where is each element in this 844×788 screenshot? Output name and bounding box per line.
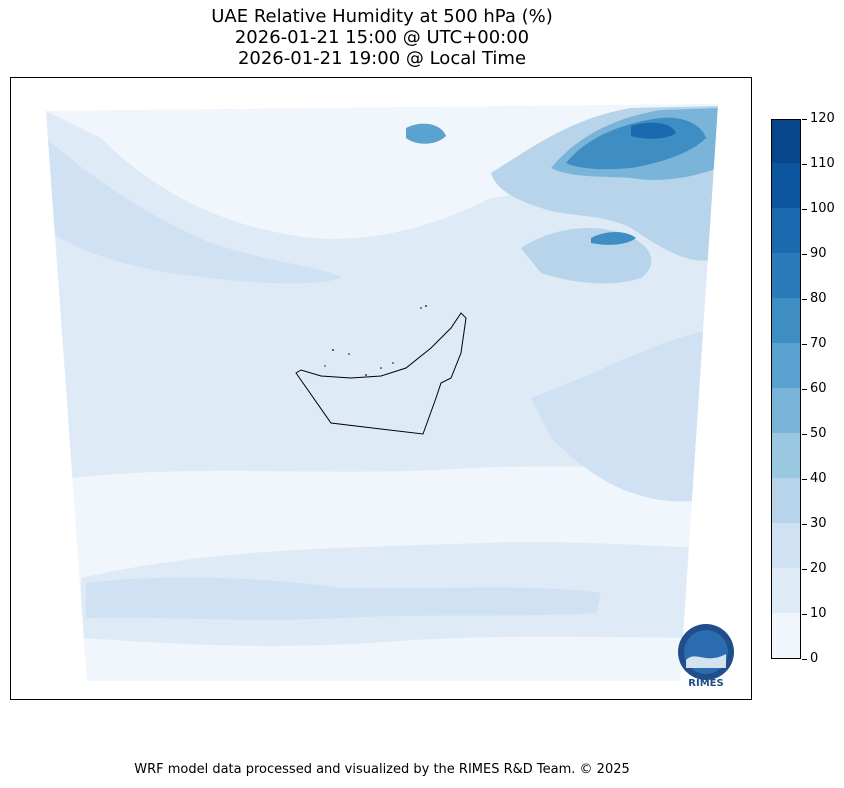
colorbar-tick [802,119,807,120]
colorbar-tick-label: 60 [810,381,827,396]
rh-band-60-70-nw [406,123,446,144]
colorbar-tick-label: 70 [810,336,827,351]
colorbar-tick [802,164,807,165]
colorbar-tick [802,344,807,345]
colorbar-tick [802,254,807,255]
colorbar-segment [772,163,800,208]
chart-title: UAE Relative Humidity at 500 hPa (%) 202… [0,6,764,69]
rimes-logo-icon: RIMES [678,624,734,689]
uae-islands [324,305,427,376]
colorbar-tick-label: 0 [810,651,819,666]
colorbar-tick-label: 90 [810,246,827,261]
colorbar-tick-label: 100 [810,201,835,216]
colorbar-tick-label: 40 [810,471,827,486]
colorbar-segment [772,478,800,523]
colorbar-tick [802,299,807,300]
map-canvas [46,104,718,681]
colorbar-segment [772,298,800,343]
map-frame: RIMES [10,77,752,700]
colorbar-segment [772,388,800,433]
colorbar-segment [772,613,800,658]
footer-credit: WRF model data processed and visualized … [134,762,630,777]
colorbar-segment [772,433,800,478]
rh-band-20-30-south [86,577,601,620]
colorbar-segment [772,523,800,568]
colorbar-tick-label: 110 [810,156,835,171]
colorbar-tick [802,434,807,435]
colorbar-tick [802,659,807,660]
colorbar-segment [772,253,800,298]
colorbar-tick [802,569,807,570]
colorbar-tick [802,389,807,390]
rh-band-70-80-mid [591,232,636,245]
colorbar-tick-label: 30 [810,516,827,531]
colorbar-tick [802,479,807,480]
colorbar-tick [802,524,807,525]
rh-band-20-30-west [46,138,341,284]
title-line-2: 2026-01-21 15:00 @ UTC+00:00 [234,27,530,48]
colorbar-tick-label: 80 [810,291,827,306]
colorbar-segment [772,343,800,388]
colorbar-tick [802,209,807,210]
title-line-1: UAE Relative Humidity at 500 hPa (%) [211,6,553,27]
uae-border [295,312,467,435]
colorbar-tick-label: 50 [810,426,827,441]
colorbar-segment [772,568,800,613]
rh-band-90-100 [631,122,676,139]
logo-text: RIMES [688,678,723,689]
title-line-3: 2026-01-21 19:00 @ Local Time [237,48,527,69]
colorbar-tick-label: 120 [810,111,835,126]
colorbar-tick-label: 20 [810,561,827,576]
colorbar-segment [772,120,800,163]
rh-band-20-30-east [531,328,718,502]
colorbar-tick [802,614,807,615]
colorbar [771,119,801,659]
colorbar-segment [772,208,800,253]
colorbar-tick-label: 10 [810,606,827,621]
humidity-field [46,104,718,681]
